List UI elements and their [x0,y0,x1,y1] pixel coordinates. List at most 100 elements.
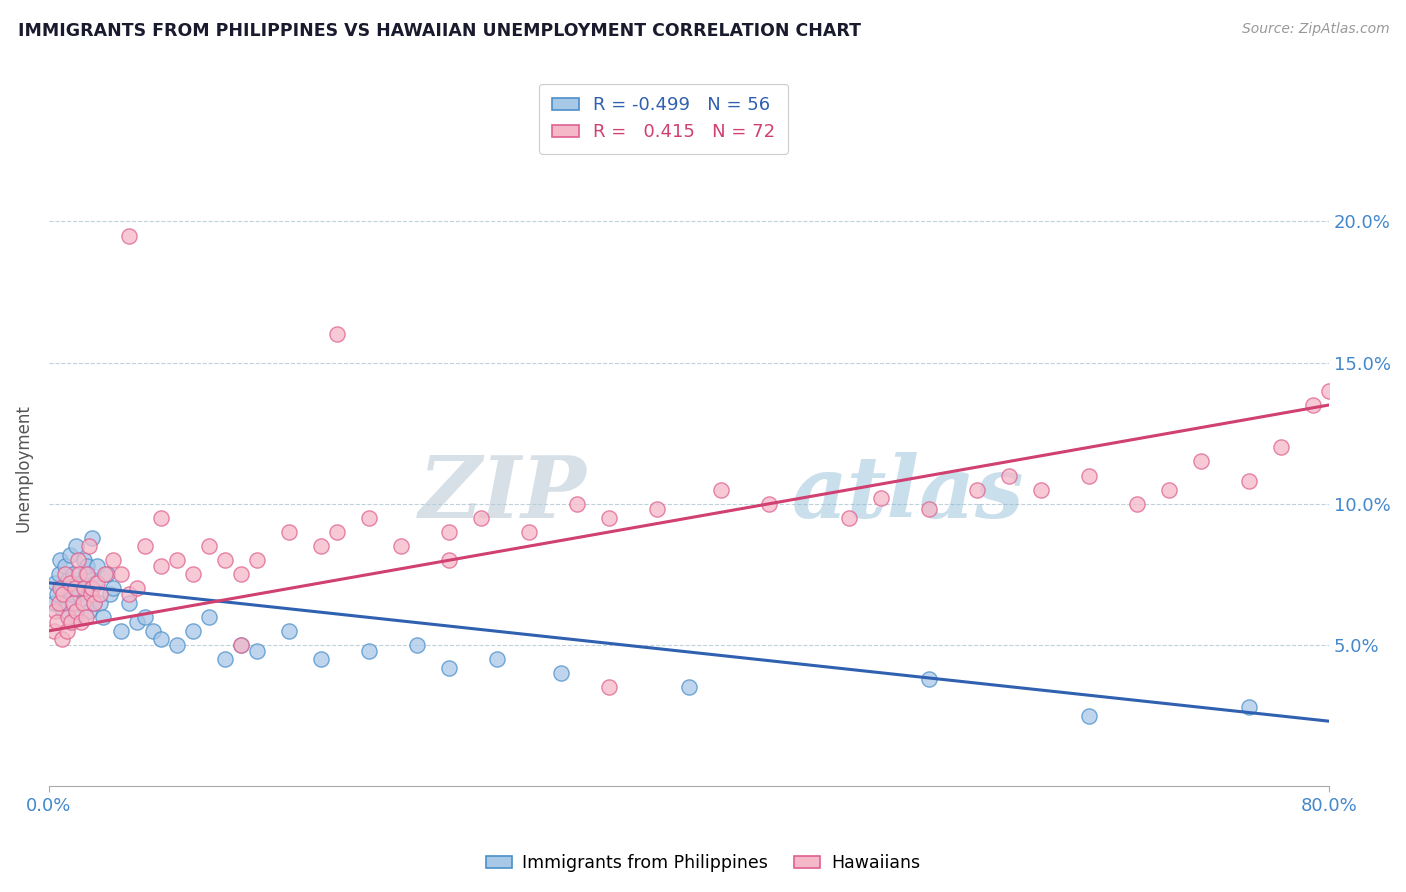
Point [62,596,84,610]
Point [73,582,96,596]
Point [229,638,252,652]
Point [67,587,90,601]
Point [76,558,98,573]
Point [1029,483,1052,497]
Point [142,624,165,638]
Point [49,553,72,567]
Point [75,567,97,582]
Point [51,632,73,647]
Point [86,575,108,590]
Text: ZIP: ZIP [419,452,586,536]
Point [149,558,172,573]
Point [1078,468,1101,483]
Point [517,524,540,539]
Point [1270,440,1292,454]
Point [42,596,65,610]
Point [89,587,111,601]
Point [98,587,121,601]
Point [998,468,1021,483]
Point [49,582,72,596]
Point [42,624,65,638]
Point [1189,454,1212,468]
Point [437,524,460,539]
Point [1159,483,1181,497]
Point [76,567,98,582]
Point [83,596,105,610]
Point [486,652,509,666]
Point [118,228,141,243]
Point [246,643,269,657]
Point [82,582,104,596]
Point [67,567,90,582]
Point [101,553,124,567]
Point [437,553,460,567]
Point [565,497,588,511]
Point [198,609,221,624]
Point [93,609,115,624]
Point [326,327,349,342]
Point [89,596,111,610]
Point [65,539,87,553]
Point [918,502,941,516]
Point [63,582,86,596]
Point [86,558,108,573]
Point [870,491,893,505]
Point [1237,700,1260,714]
Point [101,582,124,596]
Point [229,638,252,652]
Point [966,483,988,497]
Point [229,567,252,582]
Point [214,553,236,567]
Point [46,615,69,630]
Point [66,553,89,567]
Point [1302,398,1324,412]
Point [110,567,132,582]
Point [62,567,84,582]
Point [48,567,70,582]
Point [134,609,156,624]
Point [110,624,132,638]
Point [51,582,73,596]
Point [77,539,100,553]
Point [65,604,87,618]
Point [166,638,188,652]
Point [94,567,117,582]
Point [118,587,141,601]
Point [598,681,620,695]
Point [645,502,668,516]
Point [125,582,148,596]
Point [149,632,172,647]
Point [1078,708,1101,723]
Point [96,567,118,582]
Point [84,575,107,590]
Point [437,660,460,674]
Text: IMMIGRANTS FROM PHILIPPINES VS HAWAIIAN UNEMPLOYMENT CORRELATION CHART: IMMIGRANTS FROM PHILIPPINES VS HAWAIIAN … [18,22,862,40]
Point [52,604,75,618]
Point [59,575,82,590]
Point [357,643,380,657]
Point [181,624,204,638]
Point [598,511,620,525]
Point [56,573,79,587]
Point [70,575,93,590]
Point [70,615,93,630]
Point [198,539,221,553]
Point [470,511,492,525]
Point [309,652,332,666]
Point [75,609,97,624]
Point [48,596,70,610]
Point [46,587,69,601]
Point [1126,497,1149,511]
Point [278,624,301,638]
Point [77,604,100,618]
Point [72,596,94,610]
Point [59,548,82,562]
Point [83,596,105,610]
Point [60,587,83,601]
Point [1237,474,1260,488]
Point [710,483,733,497]
Point [406,638,429,652]
Point [246,553,269,567]
Point [357,511,380,525]
Point [44,575,66,590]
